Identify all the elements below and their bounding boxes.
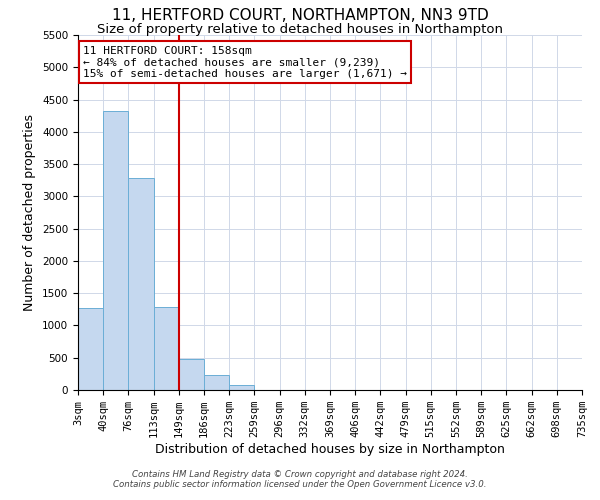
Bar xyxy=(204,375,229,390)
Bar xyxy=(154,306,179,390)
Text: Contains HM Land Registry data © Crown copyright and database right 2024.
Contai: Contains HM Land Registry data © Crown c… xyxy=(113,470,487,489)
X-axis label: Distribution of detached houses by size in Northampton: Distribution of detached houses by size … xyxy=(155,443,505,456)
Bar xyxy=(78,308,103,390)
Bar xyxy=(128,178,154,390)
Y-axis label: Number of detached properties: Number of detached properties xyxy=(23,114,37,311)
Text: 11, HERTFORD COURT, NORTHAMPTON, NN3 9TD: 11, HERTFORD COURT, NORTHAMPTON, NN3 9TD xyxy=(112,8,488,22)
Bar xyxy=(103,110,128,390)
Bar xyxy=(179,359,204,390)
Text: Size of property relative to detached houses in Northampton: Size of property relative to detached ho… xyxy=(97,22,503,36)
Bar xyxy=(229,385,254,390)
Text: 11 HERTFORD COURT: 158sqm
← 84% of detached houses are smaller (9,239)
15% of se: 11 HERTFORD COURT: 158sqm ← 84% of detac… xyxy=(83,46,407,79)
